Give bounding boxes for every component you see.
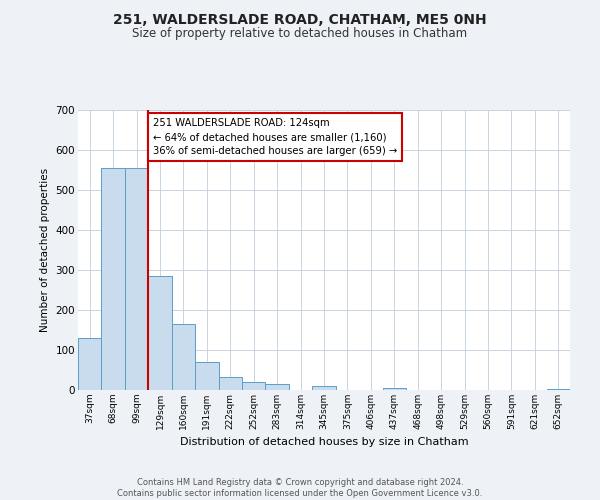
X-axis label: Distribution of detached houses by size in Chatham: Distribution of detached houses by size …	[179, 438, 469, 448]
Bar	[125, 168, 148, 390]
Text: 251, WALDERSLADE ROAD, CHATHAM, ME5 0NH: 251, WALDERSLADE ROAD, CHATHAM, ME5 0NH	[113, 12, 487, 26]
Bar	[547, 389, 570, 390]
Bar	[312, 386, 336, 390]
Bar	[383, 388, 406, 390]
Bar	[148, 276, 172, 390]
Bar	[218, 377, 242, 390]
Text: 251 WALDERSLADE ROAD: 124sqm
← 64% of detached houses are smaller (1,160)
36% of: 251 WALDERSLADE ROAD: 124sqm ← 64% of de…	[153, 118, 397, 156]
Bar	[265, 384, 289, 390]
Bar	[195, 362, 218, 390]
Bar	[101, 168, 125, 390]
Text: Contains HM Land Registry data © Crown copyright and database right 2024.
Contai: Contains HM Land Registry data © Crown c…	[118, 478, 482, 498]
Bar	[172, 324, 195, 390]
Text: Size of property relative to detached houses in Chatham: Size of property relative to detached ho…	[133, 28, 467, 40]
Y-axis label: Number of detached properties: Number of detached properties	[40, 168, 50, 332]
Bar	[78, 338, 101, 390]
Bar	[242, 382, 265, 390]
